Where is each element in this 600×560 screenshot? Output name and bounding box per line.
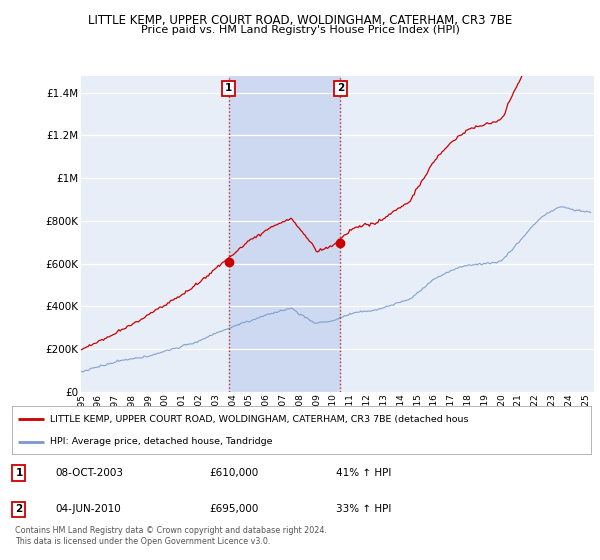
Text: 33% ↑ HPI: 33% ↑ HPI (336, 505, 392, 515)
Text: 1: 1 (225, 83, 232, 94)
Text: £610,000: £610,000 (209, 468, 258, 478)
Text: 2: 2 (337, 83, 344, 94)
Text: £695,000: £695,000 (209, 505, 258, 515)
Text: LITTLE KEMP, UPPER COURT ROAD, WOLDINGHAM, CATERHAM, CR3 7BE (detached hous: LITTLE KEMP, UPPER COURT ROAD, WOLDINGHA… (50, 415, 468, 424)
Text: 2: 2 (16, 505, 23, 515)
Text: 08-OCT-2003: 08-OCT-2003 (55, 468, 124, 478)
Text: 04-JUN-2010: 04-JUN-2010 (55, 505, 121, 515)
Text: Price paid vs. HM Land Registry's House Price Index (HPI): Price paid vs. HM Land Registry's House … (140, 25, 460, 35)
Bar (229, 76, 340, 392)
Text: 41% ↑ HPI: 41% ↑ HPI (336, 468, 392, 478)
Text: HPI: Average price, detached house, Tandridge: HPI: Average price, detached house, Tand… (50, 437, 272, 446)
Text: 1: 1 (16, 468, 23, 478)
Text: Contains HM Land Registry data © Crown copyright and database right 2024.
This d: Contains HM Land Registry data © Crown c… (15, 526, 327, 546)
Text: LITTLE KEMP, UPPER COURT ROAD, WOLDINGHAM, CATERHAM, CR3 7BE: LITTLE KEMP, UPPER COURT ROAD, WOLDINGHA… (88, 14, 512, 27)
